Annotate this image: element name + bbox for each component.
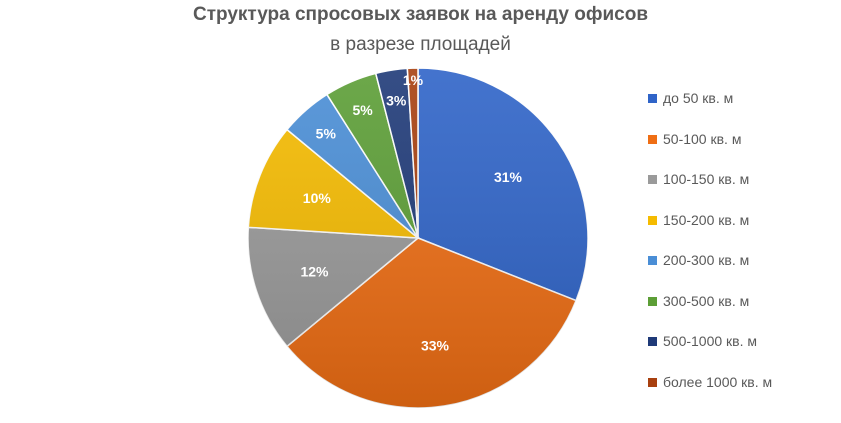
legend-swatch [648, 337, 657, 346]
data-label: 1% [403, 72, 424, 88]
data-label: 5% [352, 102, 373, 118]
legend-item: 50-100 кв. м [648, 131, 772, 172]
legend-item: более 1000 кв. м [648, 374, 772, 415]
legend-swatch [648, 215, 657, 225]
pie-data-labels: 31% 33% 12% 10% 5% 5% 3% 1% [300, 72, 522, 354]
chart-subtitle: в разрезе площадей [330, 34, 511, 55]
legend-item: 500-1000 кв. м [648, 333, 772, 374]
legend-swatch [648, 134, 657, 144]
chart-legend: до 50 кв. м 50-100 кв. м 100-150 кв. м 150-… [648, 90, 772, 414]
data-label: 3% [386, 92, 407, 108]
legend-label: до 50 кв. м [663, 90, 734, 106]
pie-slices [247, 67, 589, 409]
legend-label: более 1000 кв. м [663, 373, 773, 390]
data-label: 10% [303, 190, 332, 206]
legend-label: 200-300 кв. м [663, 252, 750, 268]
legend-label: 300-500 кв. м [663, 292, 750, 309]
legend-swatch [648, 94, 657, 103]
data-label: 33% [421, 338, 450, 354]
legend-swatch [648, 377, 657, 387]
chart-title: Структура спросовых заявок на аренду офи… [192, 4, 649, 25]
data-label: 12% [300, 264, 329, 280]
legend-label: 100-150 кв. м [663, 171, 750, 187]
legend-item: 300-500 кв. м [648, 293, 772, 334]
legend-label: 150-200 кв. м [663, 211, 750, 228]
data-label: 31% [494, 169, 523, 185]
legend-item: 100-150 кв. м [648, 171, 772, 212]
legend-item: 200-300 кв. м [648, 252, 772, 293]
legend-swatch [648, 296, 657, 306]
legend-item: 150-200 кв. м [648, 212, 772, 253]
legend-label: 500-1000 кв. м [663, 333, 758, 349]
data-label: 5% [316, 125, 337, 141]
legend-swatch [648, 256, 657, 265]
legend-swatch [648, 175, 657, 184]
legend-label: 50-100 кв. м [663, 130, 742, 147]
legend-item: до 50 кв. м [648, 90, 772, 131]
